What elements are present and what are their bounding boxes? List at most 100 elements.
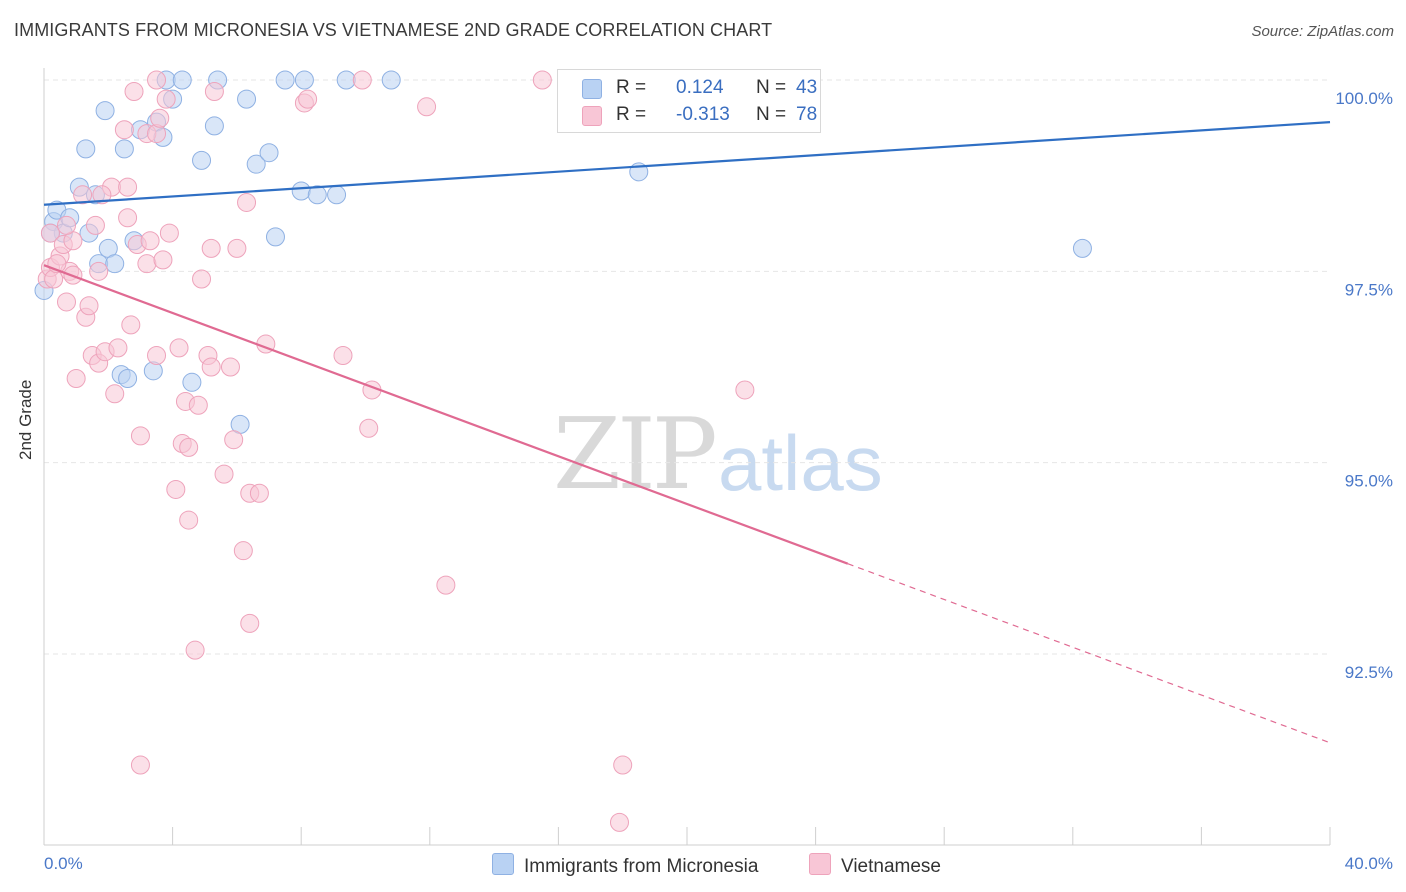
micronesia-point: [291, 181, 311, 201]
vietnamese-point: [233, 541, 253, 561]
vietnamese-point: [79, 296, 99, 316]
micronesia-point: [237, 89, 257, 109]
micronesia-point: [76, 139, 96, 159]
micronesia-point: [336, 70, 356, 90]
x-tick-label: 40.0%: [1345, 854, 1393, 873]
vietnamese-point: [609, 812, 629, 832]
micronesia-point: [265, 227, 285, 247]
vietnamese-point: [201, 357, 221, 377]
vietnamese-trend-extension: [847, 563, 1331, 744]
micronesia-point: [95, 101, 115, 121]
bottom-legend-micronesia: Immigrants from Micronesia: [492, 853, 758, 878]
vietnamese-point: [85, 215, 105, 235]
vietnamese-point: [57, 215, 77, 235]
micronesia-point: [204, 116, 224, 136]
vietnamese-point: [92, 185, 112, 205]
y-tick-label: 95.0%: [1345, 472, 1393, 491]
vietnamese-point: [359, 418, 379, 438]
micronesia-point: [114, 139, 134, 159]
watermark-zip: ZIP: [553, 398, 718, 512]
vietnamese-point: [44, 269, 64, 289]
vietnamese-point: [179, 437, 199, 457]
vietnamese-trend-line: [43, 264, 849, 565]
chart-title: IMMIGRANTS FROM MICRONESIA VS VIETNAMESE…: [14, 20, 773, 40]
vietnamese-point: [156, 89, 176, 109]
vietnamese-point: [220, 357, 240, 377]
micronesia-point: [246, 154, 266, 174]
y-tick-label: 97.5%: [1345, 280, 1393, 299]
vietnamese-point: [179, 510, 199, 530]
vietnamese-point: [249, 483, 269, 503]
legend-r-label: R =: [616, 104, 647, 125]
vietnamese-point: [224, 430, 244, 450]
micronesia-trend-line: [43, 120, 1331, 206]
legend-r-value: -0.313: [676, 104, 730, 125]
micronesia-point: [275, 70, 295, 90]
vietnamese-point: [137, 254, 157, 274]
vietnamese-point: [436, 575, 456, 595]
bottom-legend-vietnamese: Vietnamese: [809, 853, 941, 878]
source-label: Source: ZipAtlas.com: [1251, 23, 1394, 40]
vietnamese-point: [192, 269, 212, 289]
vietnamese-point: [118, 208, 138, 228]
bottom-legend-swatch-blue: [492, 853, 514, 875]
vietnamese-point: [108, 338, 128, 358]
vietnamese-point: [57, 292, 77, 312]
vietnamese-point: [166, 479, 186, 499]
micronesia-point: [182, 372, 202, 392]
vietnamese-point: [532, 70, 552, 90]
vietnamese-point: [124, 81, 144, 101]
x-tick-label: 0.0%: [44, 854, 83, 873]
legend-n-value: 43: [796, 77, 818, 98]
correlation-legend: R = 0.124 N = 43 R = -0.313 N = 78: [557, 69, 821, 133]
vietnamese-point: [735, 380, 755, 400]
vietnamese-point: [147, 346, 167, 366]
bottom-legend-swatch-pink: [809, 853, 831, 875]
micronesia-point: [294, 70, 314, 90]
vietnamese-point: [227, 238, 247, 258]
micronesia-point: [172, 70, 192, 90]
micronesia-point: [118, 368, 138, 388]
legend-r-label: R =: [616, 77, 647, 98]
micronesia-point: [1072, 238, 1092, 258]
vietnamese-point: [417, 97, 437, 117]
vietnamese-point: [153, 250, 173, 270]
y-axis-label: 2nd Grade: [16, 379, 35, 460]
vietnamese-point: [188, 395, 208, 415]
micronesia-point: [381, 70, 401, 90]
vietnamese-point: [150, 108, 170, 128]
vietnamese-point: [73, 185, 93, 205]
vietnamese-point: [140, 231, 160, 251]
micronesia-point: [259, 143, 279, 163]
vietnamese-point: [204, 81, 224, 101]
vietnamese-point: [613, 755, 633, 775]
micronesia-point: [307, 185, 327, 205]
vietnamese-point: [240, 613, 260, 633]
vietnamese-point: [66, 368, 86, 388]
vietnamese-point: [159, 223, 179, 243]
micronesia-point: [192, 150, 212, 170]
vietnamese-point: [130, 755, 150, 775]
vietnamese-point: [130, 426, 150, 446]
vietnamese-point: [169, 338, 189, 358]
vietnamese-point: [214, 464, 234, 484]
vietnamese-point: [114, 120, 134, 140]
micronesia-point: [327, 185, 347, 205]
vietnamese-point: [118, 177, 138, 197]
bottom-legend-label: Immigrants from Micronesia: [524, 856, 759, 877]
vietnamese-point: [298, 89, 318, 109]
micronesia-point: [105, 254, 125, 274]
legend-r-value: 0.124: [676, 77, 724, 98]
y-tick-label: 92.5%: [1345, 663, 1393, 682]
legend-swatch-pink: [582, 106, 602, 126]
y-tick-label: 100.0%: [1335, 89, 1393, 108]
legend-n-label: N =: [756, 77, 787, 98]
legend-n-label: N =: [756, 104, 787, 125]
vietnamese-point: [201, 238, 221, 258]
micronesia-point: [143, 361, 163, 381]
bottom-legend-label: Vietnamese: [841, 856, 941, 877]
vietnamese-point: [40, 223, 60, 243]
vietnamese-point: [147, 70, 167, 90]
legend-swatch-blue: [582, 79, 602, 99]
